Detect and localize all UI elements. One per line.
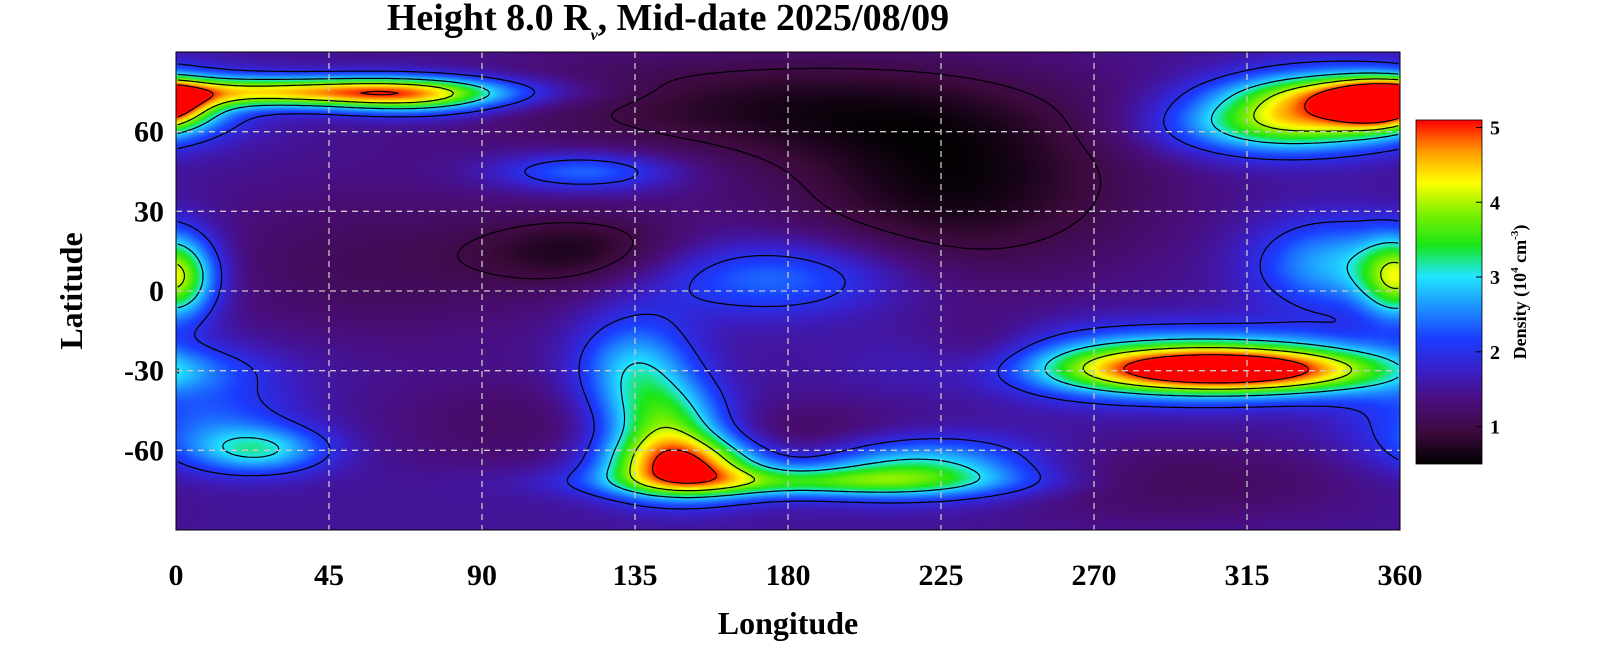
y-tick-label: 0: [149, 275, 164, 308]
colorbar-frame: [1415, 119, 1483, 465]
x-tick-label: 360: [1378, 559, 1423, 592]
x-tick-label: 315: [1225, 559, 1270, 592]
contour-level-5: [177, 83, 1399, 484]
y-tick-label: -30: [124, 355, 164, 388]
y-tick-label: 30: [134, 195, 164, 228]
y-tick-label: -60: [124, 434, 164, 467]
colorbar-tick-label: 1: [1490, 417, 1500, 439]
x-axis-label: Longitude: [718, 605, 858, 641]
colorbar-ticks: 1 2 3 4 5: [1476, 117, 1500, 439]
x-tick-label: 225: [919, 559, 964, 592]
x-tick-label: 45: [314, 559, 344, 592]
chart-title-prefix: Height 8.0 R: [387, 0, 591, 39]
x-tick-label: 270: [1072, 559, 1117, 592]
plot-area: [175, 51, 1401, 531]
chart-title-suffix: , Mid-date 2025/08/09: [598, 0, 949, 39]
colorbar-gradient: [1416, 120, 1482, 464]
x-tick-label: 135: [613, 559, 658, 592]
contour-level-3: [177, 72, 1399, 499]
plot-frame: [175, 51, 1401, 531]
colorbar-label-end: ): [1510, 225, 1531, 231]
colorbar-label-main: Density (10: [1510, 273, 1531, 360]
chart-title-subscript: v: [591, 27, 599, 44]
contour-level-4: [177, 78, 1399, 492]
contour-lines: [177, 60, 1399, 510]
colorbar-label: Density (104 cm-3): [1509, 225, 1531, 360]
contour-level-1: [457, 67, 1102, 280]
x-tick-label: 0: [169, 559, 184, 592]
y-axis-ticks: 60 30 0 -30 -60: [124, 116, 164, 468]
x-tick-label: 180: [766, 559, 811, 592]
x-axis-ticks: 0 45 90 135 180 225 270 315 360: [169, 559, 1423, 592]
colorbar-tick-label: 2: [1490, 342, 1500, 364]
contour-level-2: [177, 60, 1399, 510]
colorbar-label-mid: cm: [1510, 240, 1530, 267]
colorbar-tick-label: 4: [1490, 192, 1500, 214]
colorbar-label-exp1: 4: [1509, 267, 1521, 273]
grid-lines: [176, 52, 1400, 530]
y-tick-label: 60: [134, 116, 164, 149]
y-axis-label: Latitude: [53, 232, 89, 349]
x-tick-label: 90: [467, 559, 497, 592]
chart-title: Height 8.0 Rv, Mid-date 2025/08/09: [387, 0, 949, 44]
colorbar-label-exp2: -3: [1509, 230, 1521, 240]
colorbar-tick-label: 5: [1490, 117, 1500, 139]
colorbar-tick-label: 3: [1490, 267, 1500, 289]
